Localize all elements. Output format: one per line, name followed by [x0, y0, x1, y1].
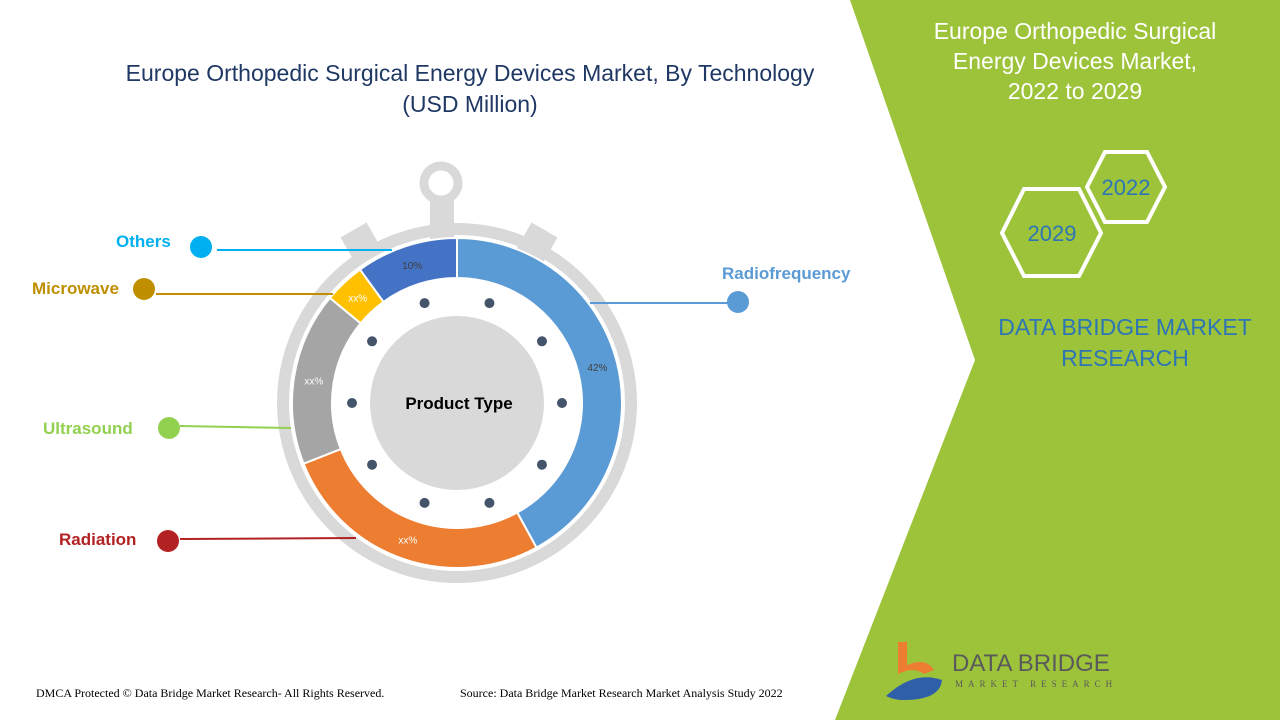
- legend-dot-microwave: [133, 278, 155, 300]
- legend-dot-ultrasound: [158, 417, 180, 439]
- green-side-panel: [835, 0, 1280, 720]
- data-label-ultrasound: xx%: [304, 376, 323, 387]
- dial-dot: [484, 497, 495, 508]
- dial-dot: [536, 336, 547, 347]
- dial-dot: [347, 398, 357, 408]
- side-title-line1: Europe Orthopedic Surgical: [933, 18, 1217, 44]
- donut-chart: 42% xx% xx% xx% 10%: [291, 236, 623, 569]
- dial-dot: [484, 298, 495, 309]
- data-label-radiation: xx%: [398, 535, 417, 546]
- hex-year-2029: 2029: [1028, 221, 1077, 246]
- hexagon-2029: [999, 187, 1104, 278]
- side-title-line3: 2022 to 2029: [1007, 78, 1143, 104]
- legend-dot-radiofrequency: [727, 291, 749, 313]
- legend-label-radiation: Radiation: [59, 530, 137, 549]
- legend-dot-others: [190, 236, 212, 258]
- chart-title: Europe Orthopedic Surgical Energy Device…: [90, 58, 850, 120]
- data-label-microwave: xx%: [348, 293, 367, 304]
- leader-line-radiation: [179, 537, 357, 540]
- data-bridge-logo-icon: [886, 642, 942, 700]
- logo-subtitle: MARKET RESEARCH: [955, 679, 1118, 689]
- dial-dot: [367, 459, 378, 470]
- center-circle: [370, 316, 544, 490]
- chart-title-line1: Europe Orthopedic Surgical Energy Device…: [125, 60, 815, 86]
- side-panel-title: Europe Orthopedic Surgical Energy Device…: [900, 16, 1250, 106]
- dial-dot: [367, 336, 378, 347]
- hex-year-2022: 2022: [1102, 175, 1151, 200]
- slice-radiofrequency: [456, 236, 623, 549]
- source-note: Source: Data Bridge Market Research Mark…: [460, 686, 783, 700]
- dial-dot: [557, 398, 567, 408]
- legend-label-radiofrequency: Radiofrequency: [722, 264, 851, 283]
- legend-label-microwave: Microwave: [32, 279, 119, 298]
- hexagon-2022: [1084, 150, 1168, 224]
- brand-line2: RESEARCH: [1061, 345, 1189, 371]
- legend-dot-radiation: [157, 530, 179, 552]
- legend-label-others: Others: [116, 232, 171, 251]
- dial-dot: [536, 459, 547, 470]
- dial-dots: [347, 298, 567, 508]
- data-label-radiofrequency: 42%: [587, 363, 607, 374]
- leader-line-ultrasound: [179, 425, 292, 429]
- legend-label-ultrasound: Ultrasound: [43, 419, 133, 438]
- data-label-others: 10%: [402, 261, 422, 272]
- brand-text: DATA BRIDGE MARKET RESEARCH: [990, 312, 1260, 374]
- center-label: Product Type: [405, 394, 512, 413]
- logo-name: DATA BRIDGE: [952, 650, 1110, 677]
- dial-dot: [419, 298, 430, 309]
- chart-title-line2: (USD Million): [402, 91, 538, 117]
- dmca-notice: DMCA Protected © Data Bridge Market Rese…: [36, 686, 385, 700]
- dial-dot: [419, 497, 430, 508]
- side-title-line2: Energy Devices Market,: [952, 48, 1198, 74]
- brand-line1: DATA BRIDGE MARKET: [998, 314, 1252, 340]
- slice-others: [358, 236, 458, 304]
